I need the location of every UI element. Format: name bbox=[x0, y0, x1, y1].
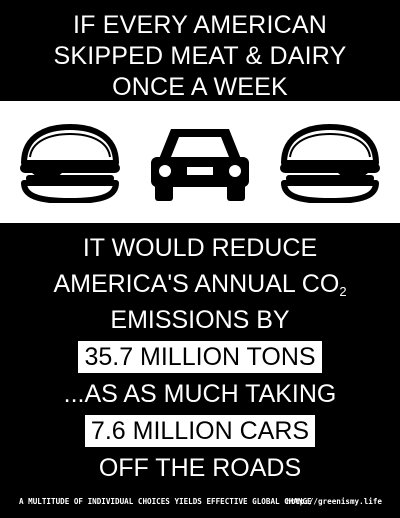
co2-subscript: 2 bbox=[339, 284, 347, 299]
headline-line-2: SKIPPED MEAT & DAIRY bbox=[53, 42, 347, 70]
footer-tagline: A MULTITUDE OF INDIVIDUAL CHOICES YIELDS… bbox=[19, 497, 312, 506]
burger-icon bbox=[280, 124, 380, 203]
statement-line-3: EMISSIONS BY bbox=[110, 306, 290, 334]
footer-url[interactable]: http://greenismy.life bbox=[285, 497, 382, 506]
statement-line-2-main: AMERICA'S ANNUAL CO bbox=[53, 270, 340, 298]
car-icon bbox=[151, 129, 249, 201]
footer: A MULTITUDE OF INDIVIDUAL CHOICES YIELDS… bbox=[0, 494, 400, 510]
statement: IT WOULD REDUCE AMERICA'S ANNUAL CO2 EMI… bbox=[0, 230, 400, 486]
statement-line-2: AMERICA'S ANNUAL CO2 bbox=[0, 266, 400, 302]
highlight-tons: 35.7 MILLION TONS bbox=[78, 341, 322, 373]
statement-line-5: OFF THE ROADS bbox=[98, 454, 302, 482]
burger-icon bbox=[20, 124, 120, 203]
headline-line-3: ONCE A WEEK bbox=[112, 73, 288, 101]
statement-line-4: ...AS AS MUCH TAKING bbox=[63, 380, 337, 408]
headline-line-1: IF EVERY AMERICAN bbox=[73, 11, 327, 39]
icon-band bbox=[0, 101, 400, 223]
highlight-row-1: 35.7 MILLION TONS bbox=[0, 338, 400, 376]
highlight-row-2: 7.6 MILLION CARS bbox=[0, 412, 400, 450]
statement-line-1: IT WOULD REDUCE bbox=[82, 234, 318, 262]
highlight-cars: 7.6 MILLION CARS bbox=[84, 415, 316, 447]
headline: IF EVERY AMERICAN SKIPPED MEAT & DAIRY O… bbox=[0, 10, 400, 103]
